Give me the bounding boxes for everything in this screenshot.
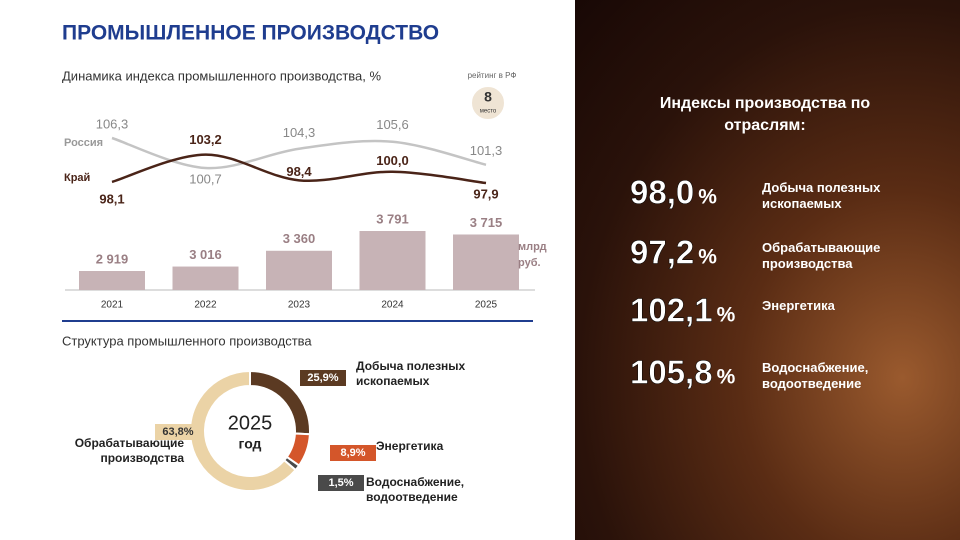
bar bbox=[172, 266, 239, 290]
value-label: 1,5% bbox=[328, 477, 353, 489]
value-box bbox=[330, 445, 376, 461]
index-unit: % bbox=[698, 246, 717, 269]
category-label: Энергетика bbox=[376, 439, 444, 453]
value-label: 25,9% bbox=[307, 372, 338, 384]
bar bbox=[359, 231, 426, 290]
bar-label: 2 919 bbox=[96, 251, 129, 266]
x-tick-label: 2022 bbox=[194, 300, 217, 311]
legend-label: Край bbox=[64, 172, 90, 184]
bar bbox=[266, 250, 332, 290]
panel-title: Индексы производства по отраслям: bbox=[659, 95, 871, 134]
data-label: 98,1 bbox=[99, 191, 124, 206]
bar-label: 3 016 bbox=[189, 247, 222, 262]
data-label: 105,6 bbox=[376, 117, 409, 132]
data-label: 100,7 bbox=[189, 171, 222, 186]
slide-title: ПРОМЫШЛЕННОЕ ПРОИЗВОДСТВО bbox=[62, 22, 439, 45]
chart-title: Динамика индекса промышленного производс… bbox=[62, 68, 382, 83]
line bbox=[111, 153, 487, 185]
data-label: 103,2 bbox=[189, 132, 222, 147]
index-label: Водоснабжение, водоотведение bbox=[762, 360, 869, 391]
index-label: Обрабатывающие производства bbox=[762, 240, 881, 271]
index-unit: % bbox=[717, 304, 736, 327]
value-box bbox=[300, 370, 346, 386]
index-unit: % bbox=[698, 186, 717, 209]
rating-value: 8 bbox=[484, 89, 492, 105]
donut-center: год bbox=[239, 436, 262, 452]
donut-segment bbox=[189, 369, 298, 492]
rating-badge bbox=[470, 85, 506, 121]
value-box bbox=[318, 475, 364, 491]
category-label: Добыча полезных ископаемых bbox=[356, 359, 466, 388]
bar bbox=[453, 234, 519, 290]
bar bbox=[79, 271, 145, 290]
index-value: 105,8 bbox=[630, 354, 713, 391]
rating-unit: место bbox=[480, 109, 497, 115]
data-label: 98,4 bbox=[286, 164, 312, 179]
data-label: 106,3 bbox=[96, 116, 129, 131]
value-box bbox=[155, 424, 201, 440]
right-panel bbox=[575, 0, 960, 540]
index-unit: % bbox=[717, 366, 736, 389]
data-label: 104,3 bbox=[283, 125, 316, 140]
x-tick-label: 2025 bbox=[475, 300, 498, 311]
donut-center: 2025 bbox=[228, 412, 273, 434]
data-label: 100,0 bbox=[376, 153, 409, 168]
x-tick-label: 2024 bbox=[381, 300, 404, 311]
data-label: 97,9 bbox=[473, 186, 498, 201]
chart-title: Структура промышленного производства bbox=[62, 333, 312, 348]
bar-label: 3 791 bbox=[376, 211, 409, 226]
index-value: 102,1 bbox=[630, 292, 713, 329]
index-value: 97,2 bbox=[630, 234, 694, 271]
data-label: 101,3 bbox=[470, 143, 503, 158]
x-tick-label: 2023 bbox=[288, 300, 311, 311]
line bbox=[111, 136, 487, 170]
category-label: Водоснабжение, водоотведение bbox=[366, 475, 465, 504]
index-label: Добыча полезных ископаемых bbox=[762, 180, 881, 211]
legend-label: Россия bbox=[64, 137, 103, 149]
x-tick-label: 2021 bbox=[101, 300, 124, 311]
index-label: Энергетика bbox=[762, 298, 835, 313]
index-value: 98,0 bbox=[630, 174, 694, 211]
bar-label: 3 715 bbox=[470, 215, 503, 230]
bar-label: 3 360 bbox=[283, 231, 316, 246]
value-label: 8,9% bbox=[340, 447, 365, 459]
value-label: 63,8% bbox=[162, 426, 193, 438]
bar-legend: млрд руб. bbox=[518, 241, 547, 269]
rating-label: рейтинг в РФ bbox=[468, 71, 517, 80]
category-label: Обрабатывающие производства bbox=[74, 436, 184, 465]
